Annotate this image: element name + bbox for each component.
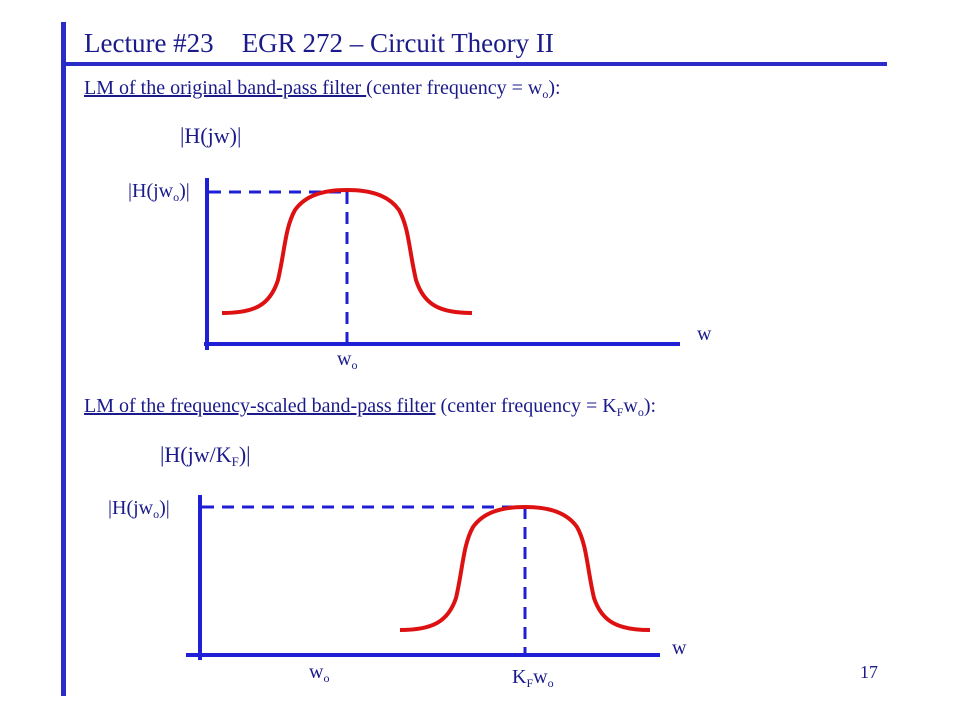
- center-label-original: wo: [337, 348, 357, 372]
- slide-title: Lecture #23 EGR 272 – Circuit Theory II: [84, 28, 554, 59]
- lecture-number: Lecture #23: [84, 28, 214, 58]
- caption-scaled-end: ):: [643, 395, 657, 417]
- bandpass-curve-original: [221, 187, 473, 315]
- caption-scaled-text: (center frequency = K: [435, 395, 617, 417]
- y-label-scaled: |H(jw/KF)|: [160, 442, 251, 469]
- title-rule: [61, 62, 887, 66]
- x-label-original: w: [697, 323, 712, 345]
- caption-scaled-mid: w: [623, 395, 638, 417]
- page-number: 17: [860, 662, 878, 682]
- caption-scaled-underlined: LM of the frequency-scaled band-pass fil…: [84, 395, 436, 417]
- scaled-center-label: KFwo: [512, 666, 554, 690]
- peak-label-scaled: |H(jwo)|: [108, 497, 170, 521]
- left-accent-bar: [61, 22, 66, 696]
- plot-original: |H(jw)| |H(jwo)| w wo: [128, 123, 712, 372]
- caption-original-sub: o: [542, 87, 549, 101]
- course-name: EGR 272 – Circuit Theory II: [241, 28, 554, 58]
- orig-center-label-scaled: wo: [309, 661, 329, 685]
- caption-scaled-sub2: o: [637, 405, 644, 419]
- plot-scaled: |H(jw/KF)| |H(jwo)| w wo KFwo: [108, 442, 687, 690]
- y-label-original: |H(jw)|: [180, 123, 241, 148]
- caption-original-underlined: LM of the original band-pass filter: [84, 77, 367, 99]
- bandpass-curve-scaled: [399, 504, 651, 632]
- caption-scaled-filter: LM of the frequency-scaled band-pass fil…: [84, 395, 656, 420]
- caption-original-text: (center frequency = w: [366, 77, 543, 99]
- caption-original-filter: LM of the original band-pass filter (cen…: [84, 77, 561, 102]
- caption-original-end: ):: [548, 77, 561, 99]
- caption-scaled-sub1: F: [616, 405, 624, 419]
- peak-label-original: |H(jwo)|: [128, 180, 190, 204]
- x-label-scaled: w: [672, 637, 687, 659]
